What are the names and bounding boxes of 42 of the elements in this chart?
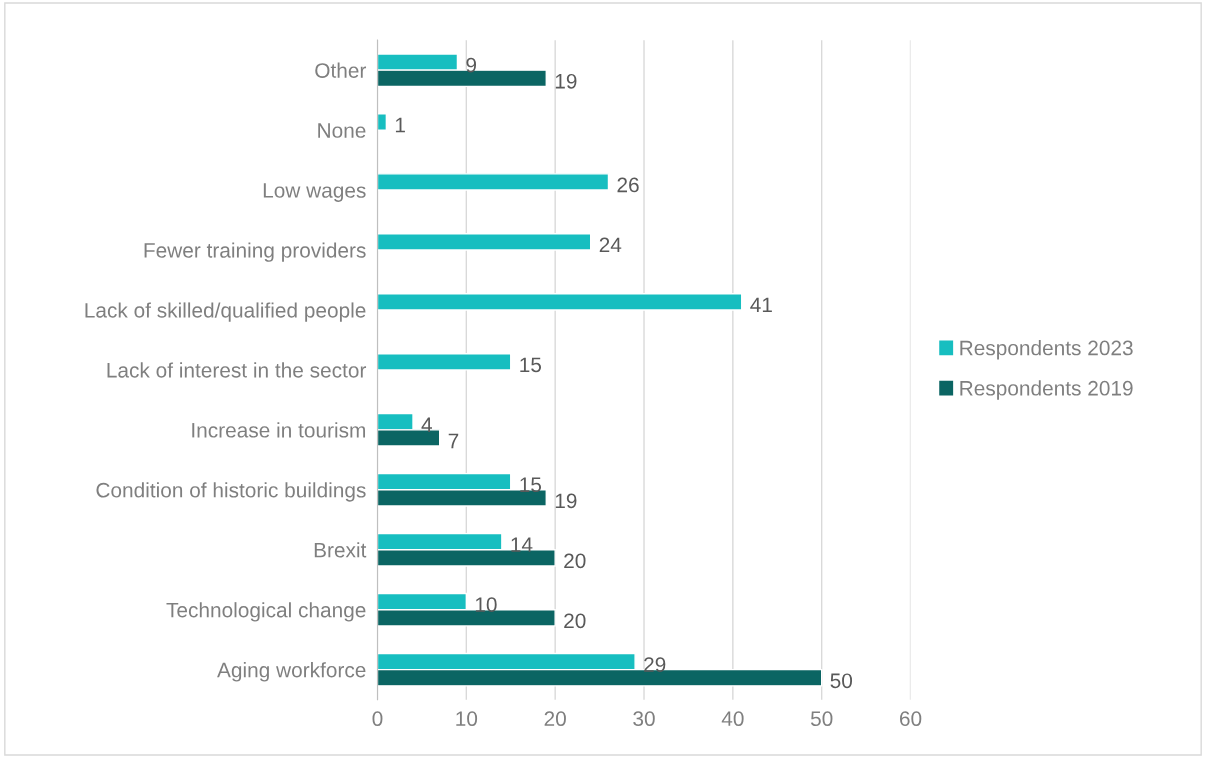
x-tick-label: 40 [721,711,744,727]
y-tick-label: None [318,123,366,138]
data-label: 9 [466,57,477,73]
bar [377,233,592,251]
data-label: 14 [511,537,533,552]
y-tick-label: Condition of historic buildings [96,482,366,502]
x-tick-label: 60 [900,711,922,727]
bar [377,173,610,191]
bar [377,353,512,371]
bar [377,113,388,131]
y-tick-label: Increase in tourism [192,422,365,438]
data-label: 29 [644,657,666,672]
legend-label: Respondents 2023 [960,340,1133,360]
data-label: 1 [395,117,405,133]
data-label: 7 [448,433,459,449]
data-label: 26 [617,177,639,193]
data-label: 10 [475,597,497,612]
data-label: 19 [555,493,577,509]
y-tick-label: Lack of skilled/qualified people [85,302,366,322]
data-label: 20 [564,553,586,569]
data-label: 20 [564,613,586,629]
x-tick-label: 30 [633,711,655,727]
x-tick-label: 20 [544,711,566,727]
legend-label: Respondents 2019 [960,380,1133,400]
y-tick-label: Fewer training providers [144,242,366,262]
data-label: 15 [520,477,542,493]
bar [377,293,743,311]
x-tick-label: 50 [810,711,833,727]
x-tick-label: 0 [372,711,383,727]
y-tick-label: Technological change [166,602,366,622]
y-tick-label: Lack of interest in the sector [107,362,367,378]
data-label: 4 [421,417,432,432]
y-tick-label: Low wages [263,183,366,202]
data-label: 41 [750,297,772,313]
data-label: 50 [830,673,853,689]
data-label: 15 [520,357,542,373]
y-tick-label: Aging workforce [217,662,366,682]
y-tick-label: Brexit [314,542,367,558]
data-label: 24 [599,237,622,253]
y-tick-label: Other [315,62,367,78]
data-label: 19 [555,73,577,89]
x-tick-label: 10 [456,711,478,727]
